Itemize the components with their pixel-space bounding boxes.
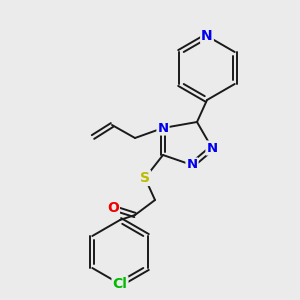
- Text: N: N: [158, 122, 169, 134]
- Text: N: N: [206, 142, 218, 154]
- Text: Cl: Cl: [112, 277, 128, 291]
- Text: N: N: [201, 29, 213, 43]
- Text: O: O: [107, 201, 119, 215]
- Text: N: N: [186, 158, 198, 172]
- Text: S: S: [140, 171, 150, 185]
